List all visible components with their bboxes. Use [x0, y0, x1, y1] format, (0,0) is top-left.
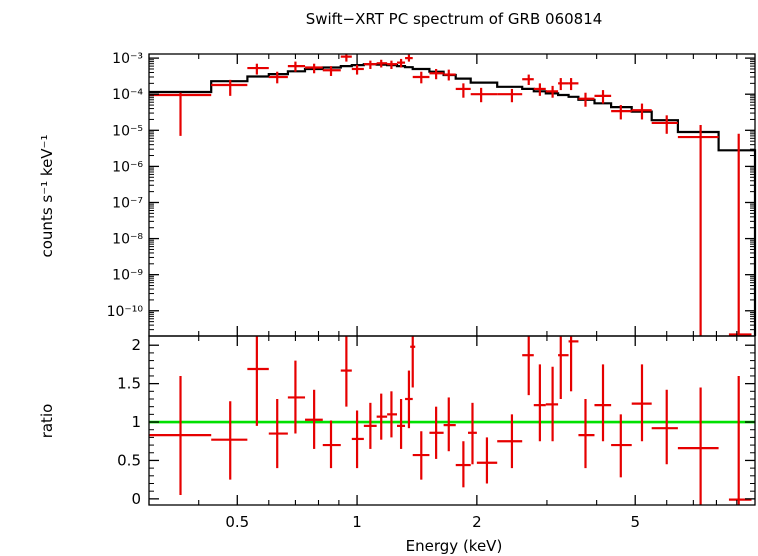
- x-tick-label: 5: [630, 513, 640, 531]
- spectrum-data-point: [247, 63, 269, 75]
- ratio-data-point: [558, 336, 569, 399]
- spectrum-data-point: [387, 60, 398, 69]
- spectrum-data-point: [470, 87, 498, 103]
- spectrum-data-point: [497, 88, 523, 103]
- spectrum-data-point: [522, 74, 534, 85]
- ratio-data-point: [211, 401, 248, 480]
- ratio-frame: [148, 335, 756, 506]
- spectrum-data-point: [429, 68, 444, 80]
- ratio-data-point: [287, 360, 306, 434]
- x-axis-label: Energy (keV): [406, 537, 503, 555]
- spectrum-data-point: [568, 78, 579, 91]
- spectrum-data-point: [268, 71, 288, 84]
- ratio-data-point: [376, 393, 388, 440]
- y-tick-label: 2: [131, 336, 141, 354]
- spectrum-data-point: [631, 103, 652, 120]
- ratio-data-point: [728, 375, 752, 505]
- ratio-data-point: [522, 336, 534, 396]
- y-tick-label: 10⁻⁹: [112, 268, 143, 284]
- ratio-data-point: [533, 364, 546, 442]
- spectrum-data-point: [376, 59, 388, 68]
- ratio-data-point: [412, 431, 430, 480]
- spectrum-data-point: [545, 85, 559, 98]
- spectrum-data-point: [651, 115, 678, 134]
- y-axis-label-counts: counts s⁻¹ keV⁻¹: [38, 135, 56, 258]
- ratio-data-point: [497, 414, 523, 469]
- ratio-panel: 0.5 1 2 5 0 0.5 1 1.5 2: [117, 335, 756, 531]
- spectrum-data-point: [594, 90, 612, 104]
- y-tick-label: 10⁻⁷: [112, 195, 143, 211]
- ratio-data-point: [387, 391, 398, 438]
- ratio-data-point: [149, 375, 212, 496]
- ratio-data-point: [677, 387, 719, 505]
- spectrum-data-point: [397, 58, 406, 68]
- x-tick-label: 2: [472, 513, 482, 531]
- ratio-data-point: [340, 336, 352, 407]
- spectrum-data-point: [611, 105, 632, 120]
- spectrum-data-point: [728, 133, 752, 336]
- ratio-data-point: [268, 398, 288, 469]
- ratio-data-point: [611, 414, 632, 478]
- spectrum-frame: [148, 53, 756, 337]
- y-tick-label: 10⁻⁸: [112, 232, 143, 248]
- spectrum-data-point: [149, 92, 212, 136]
- spectrum-data-point: [443, 69, 456, 81]
- x-tick-label: 1: [352, 513, 362, 531]
- spectrum-data-point: [533, 83, 546, 96]
- y-tick-label: 10⁻³: [112, 51, 143, 67]
- spectrum-data-point: [340, 54, 352, 62]
- spectrum-data-point: [677, 125, 719, 336]
- y-tick-label: 10⁻⁴: [112, 87, 143, 103]
- spectrum-data-point: [558, 78, 569, 91]
- y-tick-label: 1.5: [117, 375, 141, 393]
- spectrum-data-point: [405, 54, 413, 62]
- spectrum-data-point: [305, 63, 323, 74]
- spectrum-data-point: [287, 61, 306, 72]
- ratio-data-point: [568, 336, 579, 392]
- ratio-data-point: [397, 398, 406, 449]
- y-tick-label: 10⁻⁶: [112, 159, 143, 175]
- y-tick-label: 1: [131, 413, 141, 431]
- spectrum-data-point: [351, 64, 364, 75]
- ratio-data-point: [545, 366, 559, 442]
- ratio-data-point: [410, 336, 416, 388]
- ratio-data-point: [594, 364, 612, 442]
- spectrum-data-point: [363, 60, 377, 69]
- y-tick-label: 0: [131, 490, 141, 508]
- model-step-line: [149, 63, 757, 336]
- ratio-data-point: [351, 410, 364, 469]
- spectrum-data-point: [455, 83, 471, 98]
- ratio-data-point: [631, 364, 652, 442]
- chart-title: Swift−XRT PC spectrum of GRB 060814: [306, 10, 603, 28]
- y-tick-label: 10⁻⁵: [112, 123, 143, 139]
- spectrum-data-point: [211, 79, 248, 96]
- ratio-data-point: [467, 402, 477, 465]
- x-tick-label: 0.5: [225, 513, 249, 531]
- spectrum-data-point: [412, 71, 430, 84]
- ratio-data-point: [405, 370, 413, 429]
- ratio-data-point: [578, 398, 595, 469]
- spectrum-data-point: [578, 92, 595, 107]
- ratio-data-point: [363, 402, 377, 449]
- ratio-data-point: [247, 336, 269, 426]
- y-tick-label: 0.5: [117, 451, 141, 469]
- spectrum-panel: 10⁻³ 10⁻⁴ 10⁻⁵ 10⁻⁶ 10⁻⁷ 10⁻⁸ 10⁻⁹ 10⁻¹⁰: [107, 51, 757, 337]
- ratio-data-point: [455, 441, 471, 488]
- y-axis-label-ratio: ratio: [38, 404, 56, 439]
- ratio-data-point: [322, 420, 341, 469]
- ratio-data-point: [651, 389, 678, 465]
- ratio-data-point: [443, 397, 456, 452]
- y-tick-label: 10⁻¹⁰: [107, 304, 144, 320]
- spectrum-data-point: [322, 66, 341, 76]
- ratio-data-point: [476, 437, 498, 484]
- ratio-data-point: [429, 406, 444, 459]
- ratio-data-point: [305, 389, 323, 449]
